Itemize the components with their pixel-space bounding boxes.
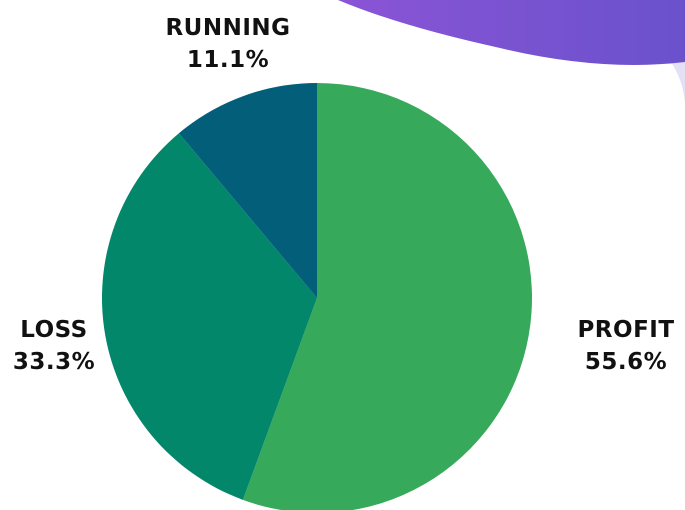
- slice-label-loss: LOSS 33.3%: [0, 314, 114, 378]
- slice-label-running: RUNNING 11.1%: [148, 12, 308, 76]
- pie-slice-profit: [242, 83, 532, 510]
- slice-label-profit: PROFIT 55.6%: [566, 314, 685, 378]
- slice-percent-loss: 33.3%: [12, 349, 96, 375]
- slice-name-running: RUNNING: [165, 15, 291, 41]
- slice-name-profit: PROFIT: [577, 317, 675, 343]
- slice-name-loss: LOSS: [20, 317, 88, 343]
- pie-slice-running: [178, 83, 317, 298]
- decorative-purple-shape: [338, 0, 685, 65]
- pie-slice-loss: [101, 133, 317, 500]
- slice-percent-running: 11.1%: [186, 47, 270, 73]
- slice-percent-profit: 55.6%: [584, 349, 668, 375]
